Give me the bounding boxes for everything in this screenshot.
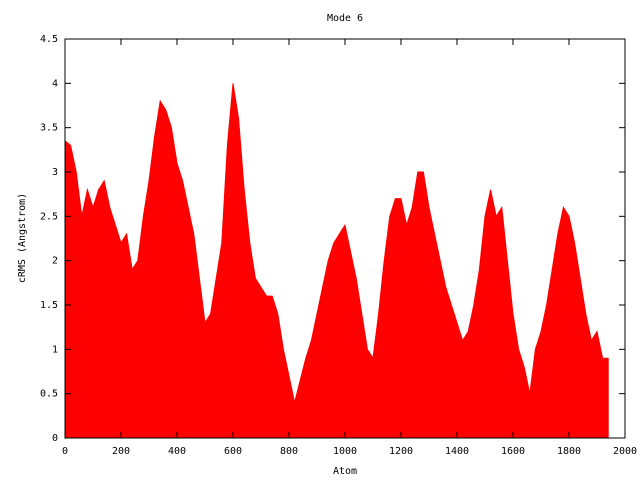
y-axis-label: cRMS (Angstrom)	[17, 193, 28, 283]
x-tick-label: 600	[224, 446, 242, 457]
y-tick-label: 2	[52, 256, 58, 267]
x-tick-label: 1200	[389, 446, 413, 457]
x-axis-label: Atom	[333, 466, 357, 477]
x-tick-label: 1800	[557, 446, 581, 457]
x-tick-label: 800	[280, 446, 298, 457]
plot-border	[64, 38, 626, 439]
chart-title: Mode 6	[327, 13, 363, 24]
y-tick-label: 3	[52, 167, 58, 178]
y-tick-label: 0	[52, 433, 58, 444]
y-tick-label: 0.5	[40, 389, 58, 400]
y-tick-label: 1	[52, 344, 58, 355]
x-tick-label: 200	[112, 446, 130, 457]
x-tick-label: 400	[168, 446, 186, 457]
x-tick-label: 1000	[333, 446, 357, 457]
x-tick-label: 1400	[445, 446, 469, 457]
area	[64, 83, 609, 439]
y-tick-label: 4.5	[40, 34, 58, 45]
x-tick-label: 0	[62, 446, 68, 457]
x-tick-label: 1600	[501, 446, 525, 457]
y-tick-label: 2.5	[40, 211, 58, 222]
y-tick-label: 3.5	[40, 123, 58, 134]
x-tick-label: 2000	[613, 446, 637, 457]
y-tick-label: 1.5	[40, 300, 58, 311]
y-tick-label: 4	[52, 78, 58, 89]
